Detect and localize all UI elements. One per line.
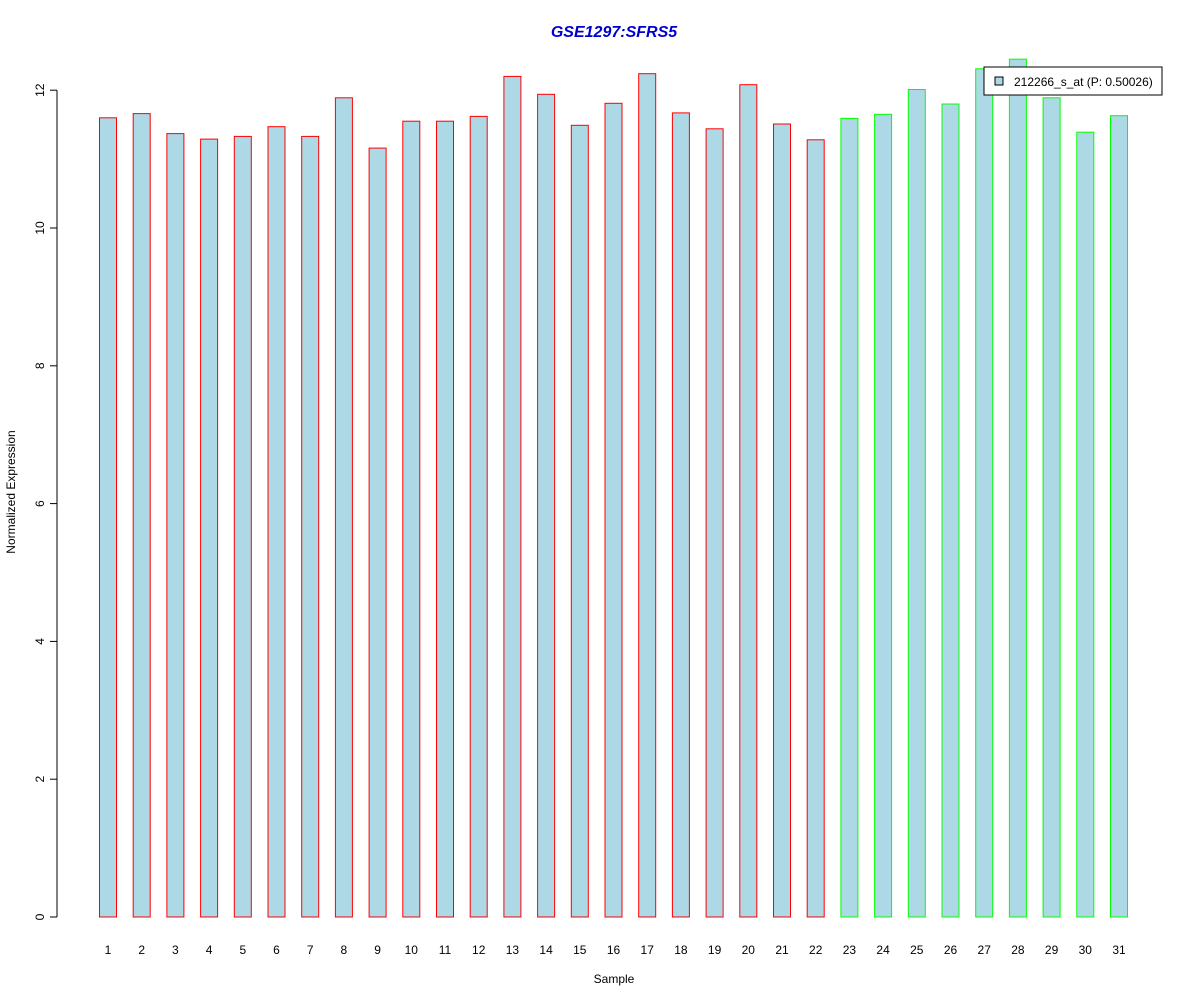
- plot-area: [99, 58, 1128, 918]
- x-tick-label: 25: [910, 943, 924, 957]
- bar-sample-11: [436, 120, 454, 918]
- bar-sample-26: [941, 103, 960, 918]
- y-axis: 0 2 4 6 8 10 12: [33, 83, 58, 920]
- x-tick-label: 26: [944, 943, 958, 957]
- x-tick-label: 27: [978, 943, 992, 957]
- bar-sample-21: [773, 123, 791, 918]
- bar-sample-9: [368, 147, 387, 918]
- legend-label: 212266_s_at (P: 0.50026): [1014, 75, 1153, 89]
- bar-sample-16: [604, 102, 623, 918]
- bar-sample-30: [1076, 131, 1095, 918]
- bar-sample-17: [638, 73, 657, 918]
- x-tick-label: 17: [641, 943, 655, 957]
- x-axis-label: Sample: [594, 972, 635, 986]
- bar-sample-24: [874, 113, 893, 918]
- bar-sample-15: [570, 124, 589, 918]
- bar-sample-7: [301, 135, 320, 918]
- x-tick-label: 18: [674, 943, 688, 957]
- bar-sample-4: [200, 138, 219, 918]
- bar-sample-28: [1008, 58, 1027, 918]
- bar-sample-23: [840, 117, 859, 918]
- bar-sample-12: [469, 115, 488, 918]
- bar-sample-22: [806, 139, 825, 918]
- bar-sample-19: [705, 128, 724, 918]
- y-tick-label: 0: [33, 913, 47, 920]
- bar-sample-10: [402, 120, 421, 918]
- bar-sample-5: [233, 135, 252, 918]
- bar-sample-1: [99, 117, 117, 918]
- x-tick-label: 9: [374, 943, 381, 957]
- x-tick-label: 4: [206, 943, 213, 957]
- y-axis-label: Normalized Expression: [4, 430, 18, 553]
- x-tick-label: 10: [405, 943, 419, 957]
- x-tick-label: 16: [607, 943, 621, 957]
- bar-sample-31: [1110, 115, 1128, 918]
- x-tick-label: 20: [742, 943, 756, 957]
- x-tick-label: 8: [341, 943, 348, 957]
- x-tick-label: 21: [775, 943, 789, 957]
- chart-title: GSE1297:SFRS5: [551, 24, 678, 41]
- bar-sample-29: [1042, 97, 1061, 918]
- y-tick-label: 6: [33, 500, 47, 507]
- bar-sample-27: [975, 68, 994, 918]
- x-tick-label: 7: [307, 943, 314, 957]
- x-tick-label: 12: [472, 943, 486, 957]
- x-tick-label: 31: [1112, 943, 1126, 957]
- bar-sample-6: [267, 126, 286, 918]
- bar-sample-2: [132, 113, 151, 918]
- y-tick-label: 8: [33, 362, 47, 369]
- x-tick-label: 30: [1079, 943, 1093, 957]
- x-tick-label: 5: [239, 943, 246, 957]
- x-tick-label: 29: [1045, 943, 1059, 957]
- y-tick-label: 4: [33, 638, 47, 645]
- x-tick-label: 13: [506, 943, 520, 957]
- x-tick-label: 23: [843, 943, 857, 957]
- x-tick-label: 24: [876, 943, 890, 957]
- legend: 212266_s_at (P: 0.50026): [983, 66, 1163, 96]
- x-axis: 1 2 3 4 5 6 7 8 9 10 11 12 13 14 15 16 17 18 19 20 21 22 23 24 2…: [105, 943, 1126, 957]
- y-tick-label: 12: [33, 83, 47, 97]
- bar-sample-25: [907, 89, 926, 918]
- x-tick-label: 3: [172, 943, 179, 957]
- y-tick-label: 10: [33, 221, 47, 235]
- y-tick-label: 2: [33, 776, 47, 783]
- x-tick-label: 14: [539, 943, 553, 957]
- x-tick-label: 6: [273, 943, 280, 957]
- x-tick-label: 11: [439, 943, 452, 957]
- x-tick-label: 15: [573, 943, 587, 957]
- bar-sample-8: [334, 97, 353, 918]
- bar-sample-13: [503, 75, 522, 918]
- bar-sample-3: [166, 133, 185, 918]
- x-tick-label: 19: [708, 943, 722, 957]
- bar-sample-14: [537, 93, 556, 918]
- legend-box: [983, 66, 1163, 96]
- bar-sample-20: [739, 84, 758, 918]
- x-tick-label: 2: [138, 943, 145, 957]
- legend-swatch: [994, 76, 1004, 86]
- x-tick-label: 22: [809, 943, 823, 957]
- x-tick-label: 28: [1011, 943, 1025, 957]
- bar-sample-18: [671, 112, 690, 918]
- x-tick-label: 1: [105, 943, 112, 957]
